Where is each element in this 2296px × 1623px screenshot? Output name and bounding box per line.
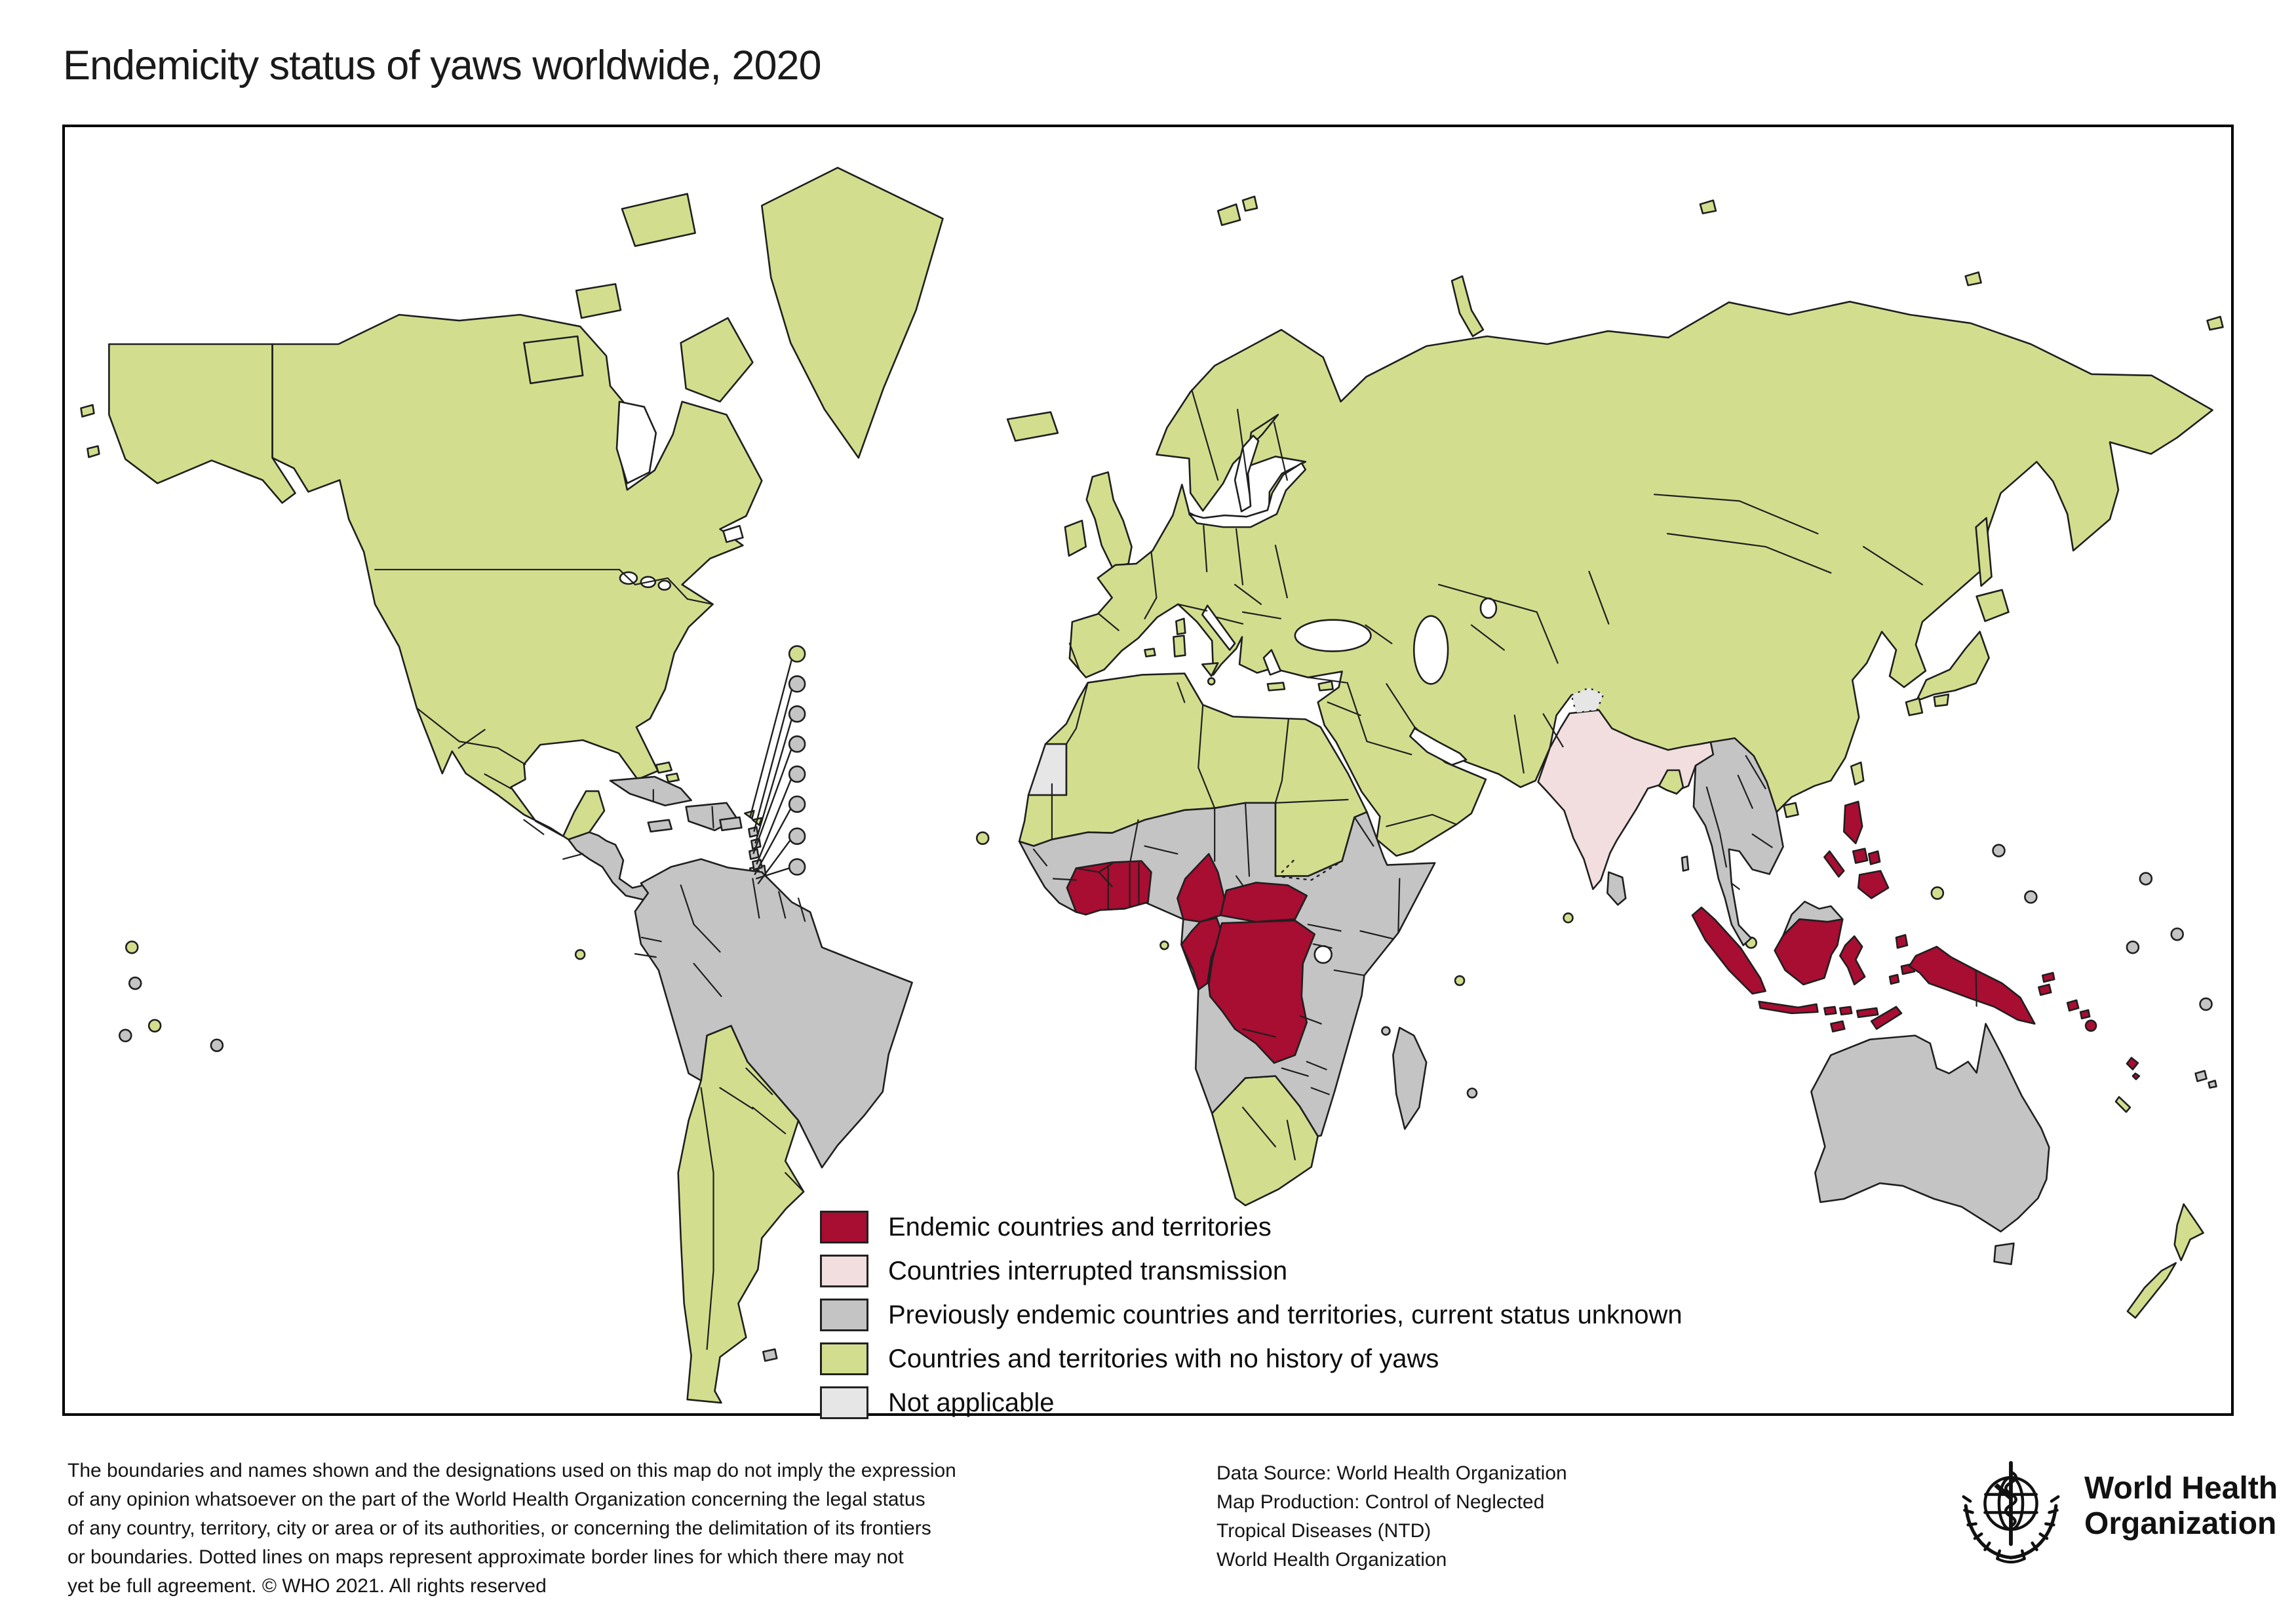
- region-no-history-landmasses: [80, 166, 2224, 1404]
- caribbean-callouts: [749, 645, 806, 885]
- legend-swatch-previous: [820, 1299, 868, 1331]
- legend-item-na: Not applicable: [820, 1386, 1683, 1420]
- who-emblem-icon: [1962, 1460, 2060, 1564]
- legend-label: Countries and territories with no histor…: [888, 1344, 1439, 1373]
- legend-label: Previously endemic countries and territo…: [888, 1300, 1683, 1329]
- region-not-applicable: [1027, 687, 1605, 796]
- who-logo-line2: Organization: [2084, 1506, 2277, 1541]
- map-disclaimer: The boundaries and names shown and the d…: [68, 1460, 956, 1597]
- legend-item-interrupted: Countries interrupted transmission: [820, 1254, 1683, 1288]
- region-interrupted-transmission: [1537, 709, 1715, 890]
- legend-item-nohistory: Countries and territories with no histor…: [820, 1342, 1683, 1376]
- legend-item-endemic: Endemic countries and territories: [820, 1210, 1683, 1244]
- legend-label: Countries interrupted transmission: [888, 1256, 1288, 1285]
- legend-item-previous: Previously endemic countries and territo…: [820, 1298, 1683, 1332]
- map-legend: Endemic countries and territories Countr…: [820, 1210, 1683, 1430]
- legend-swatch-interrupted: [820, 1255, 868, 1287]
- page-title: Endemicity status of yaws worldwide, 202…: [63, 43, 822, 89]
- legend-swatch-nohistory: [820, 1342, 868, 1375]
- country-borders: [271, 343, 1977, 1350]
- who-logo-text: World Health Organization: [2084, 1471, 2278, 1542]
- legend-swatch-na: [820, 1386, 868, 1419]
- region-endemic-landmasses: [1066, 800, 2141, 1080]
- sea-and-lake-overlays: [615, 401, 1498, 964]
- legend-label: Endemic countries and territories: [888, 1212, 1272, 1242]
- who-logo: World Health Organization: [1955, 1454, 2278, 1567]
- region-bangladesh-green: [1658, 769, 1684, 795]
- disputed-borders-dotted: [1274, 858, 1343, 881]
- map-frame: Endemic countries and territories Countr…: [62, 125, 2234, 1419]
- legend-swatch-endemic: [820, 1211, 868, 1243]
- world-map: [80, 166, 2224, 1404]
- data-source: Data Source: World Health Organization M…: [1216, 1462, 1567, 1571]
- legend-label: Not applicable: [888, 1388, 1055, 1417]
- who-logo-line1: World Health: [2084, 1471, 2278, 1506]
